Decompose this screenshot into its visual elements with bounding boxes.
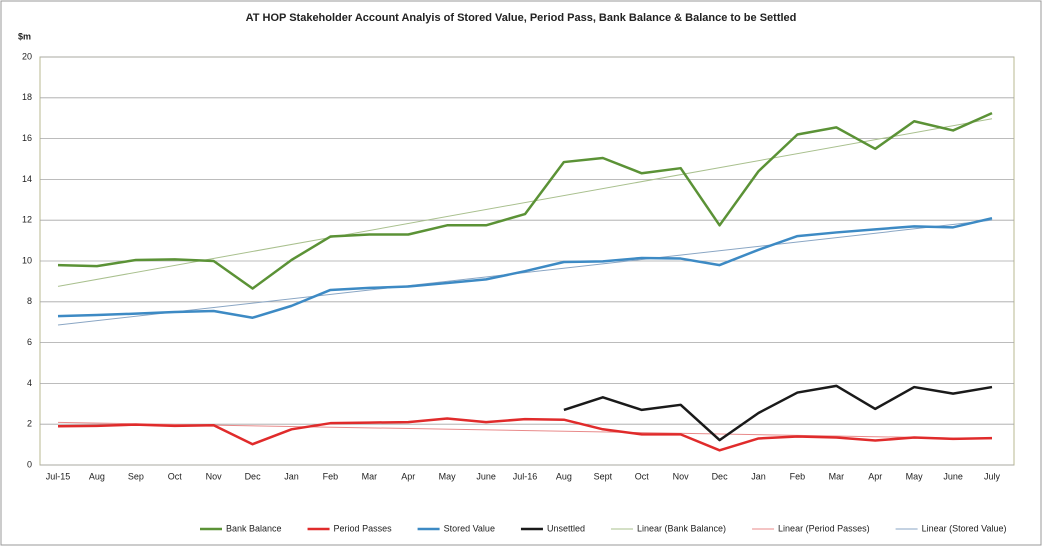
y-tick-label: 2 bbox=[27, 419, 32, 429]
x-tick-label: Oct bbox=[168, 471, 183, 481]
y-tick-label: 12 bbox=[22, 215, 32, 225]
x-tick-label: Apr bbox=[401, 471, 415, 481]
legend-label: Stored Value bbox=[444, 523, 495, 533]
y-tick-label: 18 bbox=[22, 92, 32, 102]
legend-label: Period Passes bbox=[334, 523, 393, 533]
x-tick-label: May bbox=[906, 471, 924, 481]
y-tick-label: 0 bbox=[27, 459, 32, 469]
x-tick-label: Jul-16 bbox=[513, 471, 538, 481]
series-line bbox=[57, 417, 993, 452]
x-tick-label: Aug bbox=[89, 471, 105, 481]
x-tick-label: June bbox=[943, 471, 963, 481]
trendline bbox=[57, 118, 993, 287]
x-tick-label: Feb bbox=[323, 471, 339, 481]
legend-label: Linear (Period Passes) bbox=[778, 523, 870, 533]
y-tick-label: 6 bbox=[27, 337, 32, 347]
y-tick-label: 20 bbox=[22, 51, 32, 61]
x-tick-label: July bbox=[984, 471, 1001, 481]
series-line bbox=[57, 111, 993, 290]
legend-label: Linear (Bank Balance) bbox=[637, 523, 726, 533]
x-tick-label: Oct bbox=[635, 471, 650, 481]
series-line bbox=[563, 384, 993, 442]
series-line bbox=[57, 216, 993, 319]
legend-label: Linear (Stored Value) bbox=[922, 523, 1007, 533]
x-tick-label: Apr bbox=[868, 471, 882, 481]
x-tick-label: Feb bbox=[790, 471, 806, 481]
x-tick-label: Sep bbox=[128, 471, 144, 481]
x-tick-label: Aug bbox=[556, 471, 572, 481]
y-axis-label: $m bbox=[18, 31, 31, 41]
y-tick-label: 8 bbox=[27, 296, 32, 306]
x-tick-label: Nov bbox=[673, 471, 690, 481]
trendline bbox=[57, 219, 993, 326]
x-tick-label: June bbox=[476, 471, 496, 481]
x-tick-label: Nov bbox=[206, 471, 223, 481]
y-tick-label: 4 bbox=[27, 378, 32, 388]
legend-label: Unsettled bbox=[547, 523, 585, 533]
x-tick-label: Dec bbox=[712, 471, 729, 481]
x-tick-label: Jul-15 bbox=[46, 471, 71, 481]
chart-title: AT HOP Stakeholder Account Analyis of St… bbox=[246, 12, 797, 24]
y-tick-label: 10 bbox=[22, 255, 32, 265]
y-tick-label: 16 bbox=[22, 133, 32, 143]
x-tick-label: Jan bbox=[284, 471, 299, 481]
y-tick-label: 14 bbox=[22, 174, 32, 184]
x-tick-label: Sept bbox=[594, 471, 613, 481]
x-tick-label: Jan bbox=[751, 471, 766, 481]
legend-label: Bank Balance bbox=[226, 523, 282, 533]
x-tick-label: Dec bbox=[245, 471, 262, 481]
x-tick-label: Mar bbox=[362, 471, 378, 481]
x-tick-label: May bbox=[439, 471, 457, 481]
x-tick-label: Mar bbox=[829, 471, 845, 481]
